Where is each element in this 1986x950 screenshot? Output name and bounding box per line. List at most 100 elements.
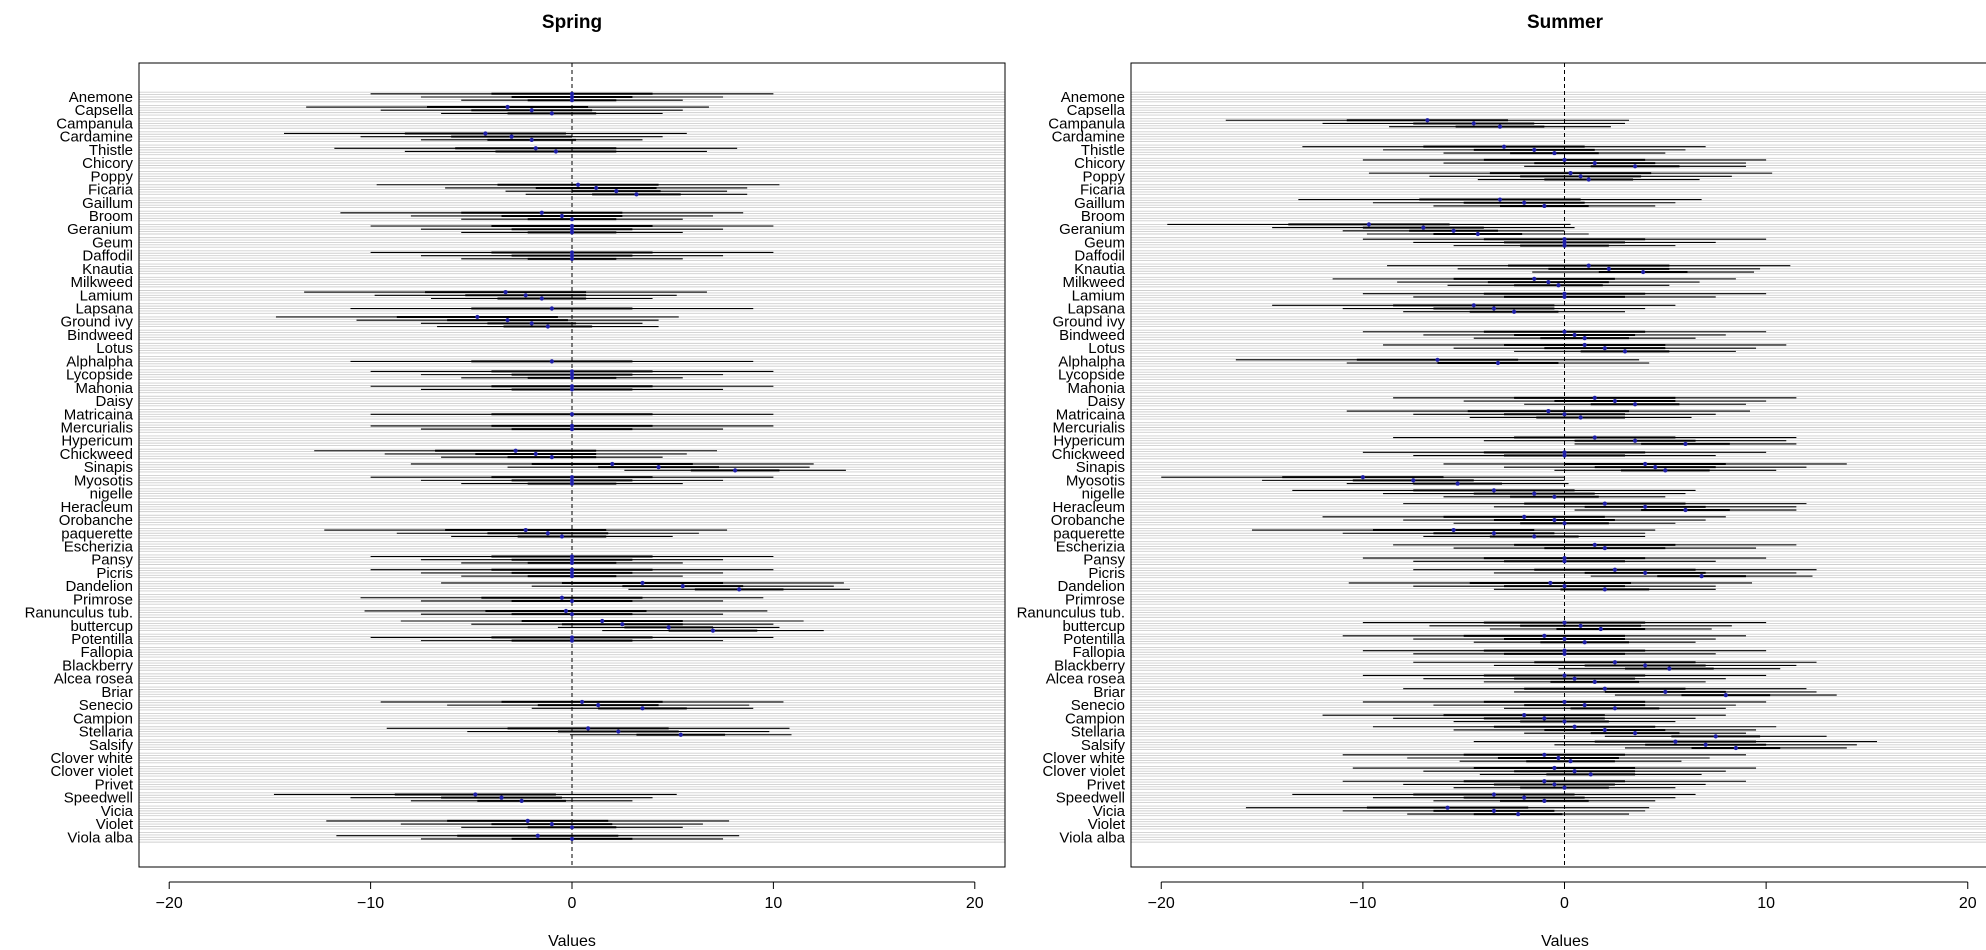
spring-estimate-point	[569, 560, 575, 566]
summer-estimate-point	[1562, 651, 1567, 656]
summer-estimate-point	[1572, 769, 1577, 774]
summer-estimate-point	[1542, 716, 1547, 721]
spring-label-chickweed: Chickweed	[60, 446, 133, 463]
summer-estimate-point	[1421, 225, 1426, 230]
spring-label-cardamine: Cardamine	[60, 129, 133, 146]
spring-estimate-point	[569, 567, 575, 572]
summer-label-salsify: Salsify	[1081, 737, 1126, 754]
spring-estimate-point	[529, 321, 534, 326]
summer-estimate-point	[1592, 435, 1597, 440]
summer-estimate-point	[1546, 279, 1551, 285]
summer-estimate-point	[1562, 329, 1567, 334]
spring-estimate-point	[569, 217, 575, 222]
spring-label-thistle: Thistle	[89, 142, 133, 159]
summer-estimate-point	[1491, 306, 1497, 311]
summer-estimate-point	[1632, 438, 1638, 443]
summer-estimate-point	[1542, 203, 1547, 209]
summer-estimate-point	[1552, 765, 1557, 771]
spring-label-mahonia: Mahonia	[75, 380, 133, 397]
summer-estimate-point	[1562, 648, 1567, 653]
summer-label-campion: Campion	[1065, 710, 1125, 727]
summer-label-primrose: Primrose	[1065, 591, 1125, 608]
summer-label-lycopside: Lycopside	[1058, 367, 1125, 384]
spring-estimate-point	[569, 387, 575, 392]
spring-label-buttercup: buttercup	[70, 618, 133, 635]
spring-estimate-point	[483, 131, 488, 136]
spring-estimate-point	[549, 822, 554, 827]
summer-estimate-point	[1491, 808, 1497, 813]
summer-estimate-point	[1542, 633, 1547, 638]
summer-estimate-point	[1542, 798, 1547, 803]
summer-estimate-point	[1552, 517, 1557, 523]
summer-estimate-point	[1602, 545, 1607, 551]
summer-estimate-point	[1532, 491, 1537, 496]
summer-estimate-point	[1582, 640, 1587, 645]
summer-label-mahonia: Mahonia	[1067, 380, 1125, 397]
spring-title: Spring	[542, 12, 602, 33]
summer-estimate-point	[1455, 481, 1460, 486]
spring-label-capsella: Capsella	[75, 102, 134, 119]
summer-label-violet: Violet	[1088, 816, 1126, 833]
spring-label-viola-alba: Viola alba	[67, 829, 133, 846]
spring-estimate-point	[505, 318, 510, 323]
summer-estimate-point	[1723, 693, 1728, 698]
summer-estimate-point	[1733, 745, 1738, 751]
summer-label-capsella: Capsella	[1067, 102, 1126, 119]
summer-label-daffodil: Daffodil	[1074, 248, 1125, 265]
spring-estimate-point	[509, 134, 514, 139]
summer-label-stellaria: Stellaria	[1071, 724, 1126, 741]
summer-estimate-point	[1586, 263, 1591, 268]
summer-estimate-point	[1582, 336, 1587, 341]
summer-estimate-point	[1556, 283, 1561, 288]
spring-estimate-point	[539, 210, 544, 215]
summer-estimate-point	[1572, 676, 1577, 681]
summer-estimate-point	[1602, 587, 1607, 592]
spring-estimate-point	[610, 461, 615, 467]
summer-estimate-point	[1622, 349, 1628, 354]
summer-estimate-point	[1497, 124, 1503, 129]
spring-label-privet: Privet	[95, 776, 134, 793]
summer-label-orobanche: Orobanche	[1051, 512, 1125, 529]
spring-x-tick-label: −10	[357, 895, 384, 912]
summer-label-clover-white: Clover white	[1042, 750, 1125, 767]
summer-x-tick-label: 10	[1757, 895, 1775, 912]
summer-estimate-point	[1425, 118, 1430, 123]
summer-label-thistle: Thistle	[1081, 142, 1125, 159]
summer-estimate-point	[1542, 752, 1547, 757]
summer-estimate-point	[1497, 197, 1503, 202]
summer-estimate-point	[1683, 507, 1688, 513]
summer-estimate-point	[1632, 731, 1638, 736]
summer-label-geranium: Geranium	[1059, 221, 1125, 238]
spring-estimate-point	[569, 475, 575, 480]
summer-estimate-point	[1713, 734, 1718, 739]
spring-estimate-point	[559, 534, 565, 539]
spring-estimate-point	[569, 423, 575, 428]
spring-label-potentilla: Potentilla	[71, 631, 133, 648]
spring-estimate-point	[569, 230, 575, 235]
summer-estimate-point	[1562, 584, 1567, 589]
spring-estimate-point	[563, 608, 569, 614]
summer-estimate-point	[1683, 441, 1688, 447]
summer-estimate-point	[1586, 177, 1591, 182]
summer-estimate-point	[1578, 174, 1583, 179]
spring-label-blackberry: Blackberry	[62, 657, 133, 674]
spring-estimate-point	[614, 189, 619, 194]
summer-label-campanula: Campanula	[1048, 115, 1125, 132]
summer-estimate-point	[1643, 504, 1648, 509]
spring-label-ground-ivy: Ground ivy	[60, 314, 133, 331]
spring-estimate-point	[569, 372, 575, 377]
spring-estimate-point	[553, 149, 558, 154]
summer-label-potentilla: Potentilla	[1063, 631, 1125, 648]
spring-estimate-point	[640, 706, 645, 711]
spring-label-poppy: Poppy	[90, 168, 133, 185]
spring-panel: Spring Values −20 −10 0 10 20 AnemoneCapsella…	[25, 12, 1006, 950]
summer-estimate-point	[1532, 147, 1537, 152]
spring-estimate-point	[569, 375, 575, 380]
spring-estimate-point	[523, 293, 528, 298]
summer-x-tick-label: −10	[1349, 895, 1376, 912]
spring-estimate-point	[549, 455, 554, 460]
summer-estimate-point	[1562, 636, 1567, 642]
summer-estimate-point	[1667, 666, 1672, 671]
summer-label-anemone: Anemone	[1061, 89, 1125, 106]
summer-estimate-point	[1532, 534, 1537, 539]
